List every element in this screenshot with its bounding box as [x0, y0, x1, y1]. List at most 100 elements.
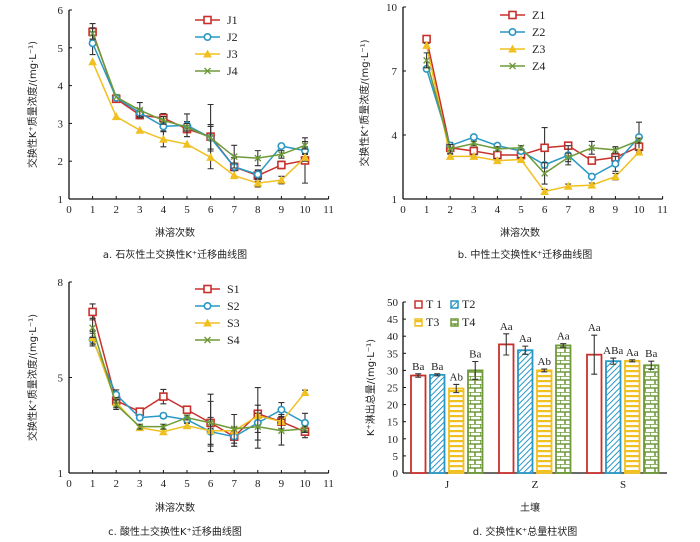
legend-label: Z4 — [532, 59, 545, 73]
data-point-S2 — [135, 413, 144, 422]
data-point-S4 — [112, 401, 120, 409]
x-tick-label: 4 — [161, 204, 167, 216]
x-tick-label: 5 — [184, 204, 190, 216]
data-point-J3 — [229, 171, 239, 180]
legend-label: S2 — [227, 299, 240, 313]
x-tick-label: 11 — [323, 478, 334, 490]
legend-label: Z3 — [532, 42, 545, 56]
significance-label: Ab — [538, 356, 552, 368]
legend-swatch — [450, 318, 459, 327]
data-point-S1 — [159, 392, 168, 401]
data-point-Z2 — [611, 159, 620, 168]
x-tick-label: 1 — [90, 478, 96, 490]
error-bar — [629, 359, 636, 363]
data-point-J4 — [230, 153, 238, 161]
significance-label: Ba — [431, 361, 443, 373]
legend-swatch — [414, 318, 423, 327]
series-line-Z3 — [425, 45, 640, 193]
x-tick-label: 4 — [161, 478, 167, 490]
x-tick-label: 11 — [657, 204, 668, 216]
x-tick-label: 6 — [208, 204, 214, 216]
data-point-J3 — [135, 125, 145, 134]
legend-label: S3 — [227, 316, 240, 330]
x-tick-label: 2 — [113, 204, 119, 216]
data-point-Z4 — [564, 153, 572, 161]
data-point-S4 — [277, 427, 285, 435]
legend-marker — [204, 336, 211, 344]
legend-marker — [204, 67, 211, 75]
error-bar — [591, 334, 598, 375]
data-point-Z1 — [540, 143, 549, 153]
x-tick-label: 4 — [495, 204, 501, 216]
x-tick-label: 0 — [66, 204, 72, 216]
x-tick-label: 2 — [447, 204, 453, 216]
x-tick-label: 1 — [424, 204, 430, 216]
data-point-Z4 — [446, 145, 454, 153]
data-point-Z4 — [493, 145, 501, 153]
data-point-J2 — [277, 142, 286, 151]
x-tick-label: 8 — [589, 204, 595, 216]
x-tick-label: S — [620, 479, 626, 491]
y-axis-title: K⁺淋出总量/(mg·L⁻¹) — [364, 339, 377, 436]
data-point-S3 — [182, 421, 192, 430]
series-line-Z2 — [425, 68, 640, 178]
chart-caption: c. 酸性土交换性K⁺迁移曲线图 — [108, 525, 242, 538]
significance-label: Aa — [626, 347, 639, 359]
significance-label: Ba — [645, 348, 657, 360]
significance-label: Ba — [469, 349, 481, 361]
x-tick-label: 5 — [184, 478, 190, 490]
x-tick-label: 9 — [279, 204, 285, 216]
data-point-J4 — [183, 123, 191, 131]
x-tick-label: 7 — [231, 478, 237, 490]
x-tick-label: 0 — [400, 204, 406, 216]
legend-marker — [203, 49, 212, 58]
data-point-Z4 — [611, 146, 619, 154]
y-axis-title: 交换性K⁺质量浓度/(mg·L⁻¹) — [26, 314, 39, 441]
legend-swatch — [450, 300, 459, 309]
legend-label: T4 — [462, 315, 475, 329]
data-point-S4 — [301, 425, 309, 433]
x-tick-label: 6 — [542, 204, 548, 216]
data-point-J3 — [206, 152, 215, 161]
chart-caption: b. 中性土交换性K⁺迁移曲线图 — [458, 248, 593, 261]
error-bar — [503, 333, 510, 356]
bar-T3-S — [624, 359, 641, 474]
data-point-S4 — [230, 425, 238, 433]
data-point-J4 — [301, 141, 309, 149]
bar-T4-S — [643, 364, 660, 474]
x-tick-label: 8 — [255, 478, 261, 490]
data-point-Z3 — [587, 180, 597, 189]
x-tick-label: 9 — [279, 478, 285, 490]
data-point-J3 — [88, 57, 97, 66]
series-line-J3 — [91, 61, 306, 184]
legend-label: J4 — [227, 64, 238, 78]
y-tick-label: 30 — [387, 365, 399, 377]
x-tick-label: 7 — [231, 204, 237, 216]
bar-T3-J — [448, 387, 465, 474]
legend-marker — [508, 10, 517, 20]
y-tick-label: 50 — [387, 297, 399, 309]
data-point-J3 — [300, 152, 310, 161]
x-tick-label: 10 — [634, 204, 646, 216]
data-point-S4 — [254, 423, 262, 431]
series-line-Z1 — [425, 38, 640, 162]
data-point-Z4 — [541, 169, 549, 177]
bar-T4-Z — [555, 344, 572, 474]
y-tick-label: 20 — [387, 400, 399, 412]
error-bar — [541, 368, 548, 373]
legend-marker — [203, 15, 212, 25]
data-point-S4 — [89, 324, 97, 332]
data-point-J4 — [136, 106, 144, 114]
bar-T4-J — [467, 369, 484, 474]
chart-b: 0 1 2 3 4 5 6 7 8 9 10 1114710淋溶次数交换性K⁺质量浓度/(mg·L⁻¹… — [358, 2, 668, 261]
data-point-Z4 — [635, 136, 643, 144]
data-point-Z4 — [517, 144, 525, 152]
data-point-S4 — [207, 419, 215, 427]
x-axis-title: 土壤 — [520, 501, 540, 514]
significance-label: Aa — [557, 331, 570, 343]
chart-c: 0 1 2 3 4 5 6 7 8 9 10 11158淋溶次数交换性K⁺质量浓度/(mg·L⁻¹)c… — [26, 277, 334, 538]
y-tick-label: 5 — [58, 373, 64, 385]
y-tick-label: 10 — [386, 2, 398, 14]
bar-T2-S — [605, 360, 622, 474]
